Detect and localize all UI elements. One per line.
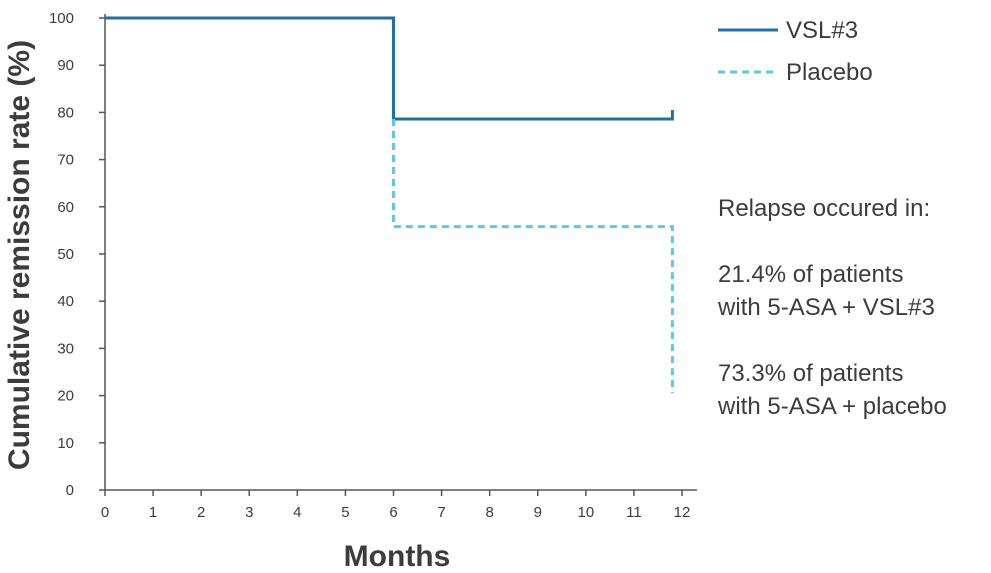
placebo-relapse-line-1: 73.3% of patients (718, 360, 904, 387)
x-tick-label: 5 (341, 504, 349, 521)
y-axis-title: Cumulative remission rate (%) (3, 40, 36, 470)
x-tick-label: 12 (674, 504, 691, 521)
x-tick-label: 8 (485, 504, 493, 521)
x-tick-label: 1 (149, 504, 157, 521)
series-layer (105, 16, 674, 394)
y-tick-label: 50 (57, 246, 74, 263)
y-tick-label: 40 (57, 293, 74, 310)
y-tick-label: 0 (66, 482, 74, 499)
x-tick-label: 2 (197, 504, 205, 521)
x-tick-label: 6 (389, 504, 397, 521)
legend-label-0: VSL#3 (786, 17, 858, 44)
y-tick-label: 20 (57, 388, 74, 405)
series-line-1 (392, 119, 674, 394)
y-tick-label: 90 (57, 57, 74, 74)
placebo-relapse-line-2: with 5-ASA + placebo (718, 393, 947, 420)
x-tick-label: 4 (293, 504, 301, 521)
legend: VSL#3 Placebo (718, 17, 873, 86)
legend-label-1: Placebo (786, 59, 873, 86)
y-tick-label: 100 (49, 10, 74, 27)
x-tick-label: 11 (626, 504, 642, 521)
x-axis-title: Months (344, 540, 451, 573)
y-tick-label: 10 (57, 435, 74, 452)
x-tick-label: 9 (534, 504, 542, 521)
series-line-0 (105, 16, 674, 121)
y-tick-label: 30 (57, 340, 74, 357)
x-tick-label: 0 (101, 504, 109, 521)
y-tick-label: 80 (57, 104, 74, 121)
x-tick-label: 7 (437, 504, 445, 521)
vsl-relapse-line-2: with 5-ASA + VSL#3 (718, 294, 935, 321)
y-tick-label: 70 (57, 152, 74, 169)
relapse-heading: Relapse occured in: (718, 195, 931, 222)
x-tick-label: 10 (577, 504, 594, 521)
x-tick-label: 3 (245, 504, 253, 521)
y-tick-label: 60 (57, 199, 74, 216)
vsl-relapse-line-1: 21.4% of patients (718, 261, 904, 288)
